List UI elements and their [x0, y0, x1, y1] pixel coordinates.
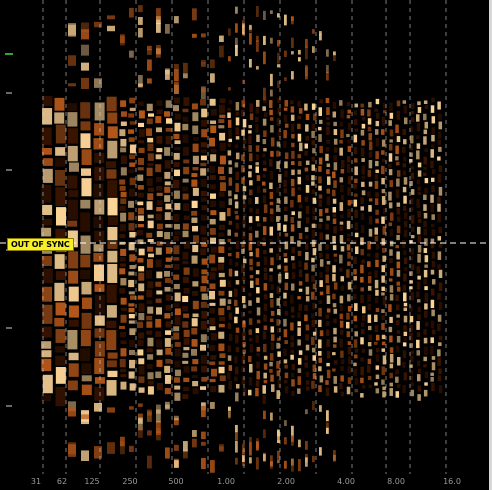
frequency-tick-label: 62: [56, 477, 68, 486]
time-ruler: [5, 53, 13, 407]
frequency-tick-label: 2.00: [277, 477, 295, 486]
frequency-grid: [42, 0, 447, 474]
frequency-tick-label: 8.00: [387, 477, 405, 486]
out-of-sync-marker: OUT OF SYNC: [7, 238, 74, 251]
frequency-tick-label: 125: [84, 477, 100, 486]
frequency-tick-label: 4.00: [337, 477, 355, 486]
frequency-axis: 31 62 125 250 500 1.00 2.00 4.00 8.00 16.0: [0, 474, 492, 490]
spectrum-texture: [41, 5, 443, 473]
frequency-tick-label: 1.00: [217, 477, 235, 486]
frequency-tick-label: 500: [168, 477, 184, 486]
frequency-tick-label: 16.0: [443, 477, 461, 486]
frequency-tick-label: 250: [122, 477, 138, 486]
frequency-tick-label: 31: [30, 477, 42, 486]
